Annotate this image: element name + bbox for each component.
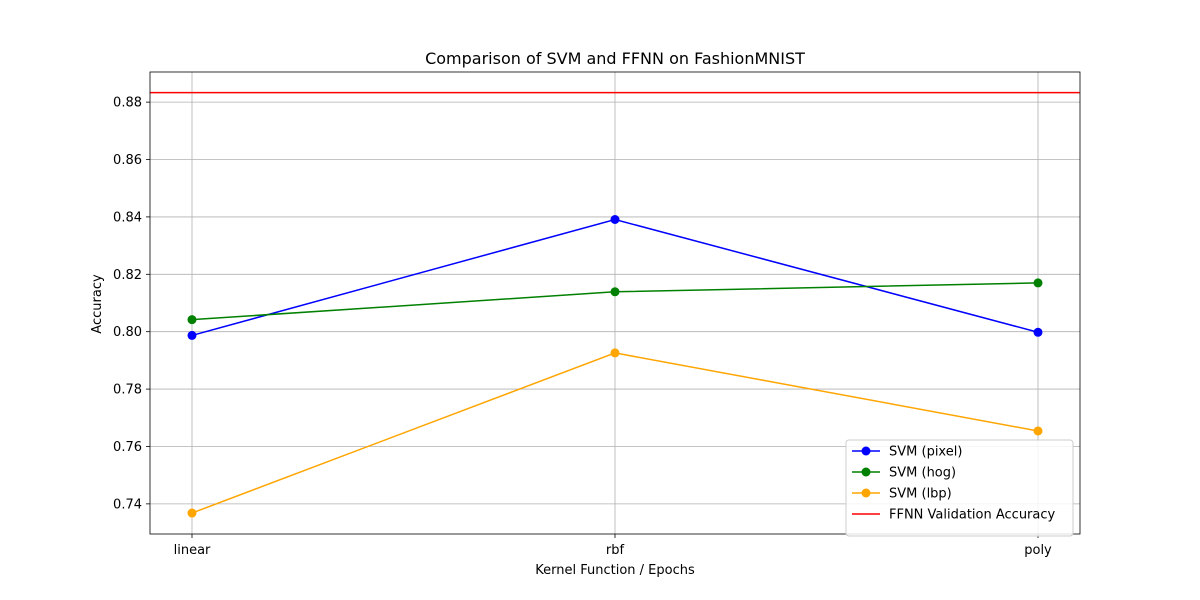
legend-marker-svm-lbp bbox=[861, 488, 871, 498]
data-point-svm-pixel-poly bbox=[1033, 327, 1043, 337]
y-tick-label-0.76: 0.76 bbox=[113, 440, 142, 455]
y-tick-label-0.80: 0.80 bbox=[113, 325, 142, 340]
data-point-svm-hog-poly bbox=[1033, 278, 1043, 288]
legend-label-svm-lbp: SVM (lbp) bbox=[889, 487, 952, 502]
axes-layer: linear rbf poly 0.74 0.76 0.78 0.80 0.82 0.84 0.8… bbox=[113, 71, 1081, 558]
y-tick-label-0.84: 0.84 bbox=[113, 210, 142, 225]
y-tick-label-0.78: 0.78 bbox=[113, 383, 142, 398]
legend-marker-svm-hog bbox=[861, 467, 871, 477]
y-tick-label-0.86: 0.86 bbox=[113, 153, 142, 168]
legend-box bbox=[845, 439, 1074, 537]
legend-label-ffnn-validation-accuracy: FFNN Validation Accuracy bbox=[889, 508, 1056, 523]
data-point-svm-lbp-poly bbox=[1033, 426, 1043, 436]
y-tick-label-0.88: 0.88 bbox=[113, 96, 142, 111]
data-point-svm-lbp-rbf bbox=[610, 348, 620, 358]
legend-label-svm-pixel: SVM (pixel) bbox=[889, 445, 962, 460]
data-point-svm-hog-linear bbox=[187, 315, 197, 325]
data-point-svm-pixel-rbf bbox=[610, 214, 620, 224]
data-point-svm-hog-rbf bbox=[610, 287, 620, 297]
data-point-svm-lbp-linear bbox=[187, 508, 197, 518]
y-tick-label-0.82: 0.82 bbox=[113, 268, 142, 283]
x-tick-label-rbf: rbf bbox=[606, 543, 625, 558]
y-tick-label-0.74: 0.74 bbox=[113, 497, 142, 512]
x-tick-label-linear: linear bbox=[174, 543, 211, 558]
x-tick-label-poly: poly bbox=[1024, 543, 1052, 558]
legend-marker-svm-pixel bbox=[861, 446, 871, 456]
y-axis-label: Accuracy bbox=[90, 274, 105, 334]
data-point-svm-pixel-linear bbox=[187, 330, 197, 340]
series-layer bbox=[187, 214, 1043, 518]
x-axis-label: Kernel Function / Epochs bbox=[535, 563, 695, 578]
legend-label-svm-hog: SVM (hog) bbox=[889, 466, 956, 481]
chart-title: Comparison of SVM and FFNN on FashionMNI… bbox=[425, 49, 805, 68]
legend: SVM (pixel) SVM (hog) SVM (lbp) FFNN Valida… bbox=[845, 439, 1074, 537]
